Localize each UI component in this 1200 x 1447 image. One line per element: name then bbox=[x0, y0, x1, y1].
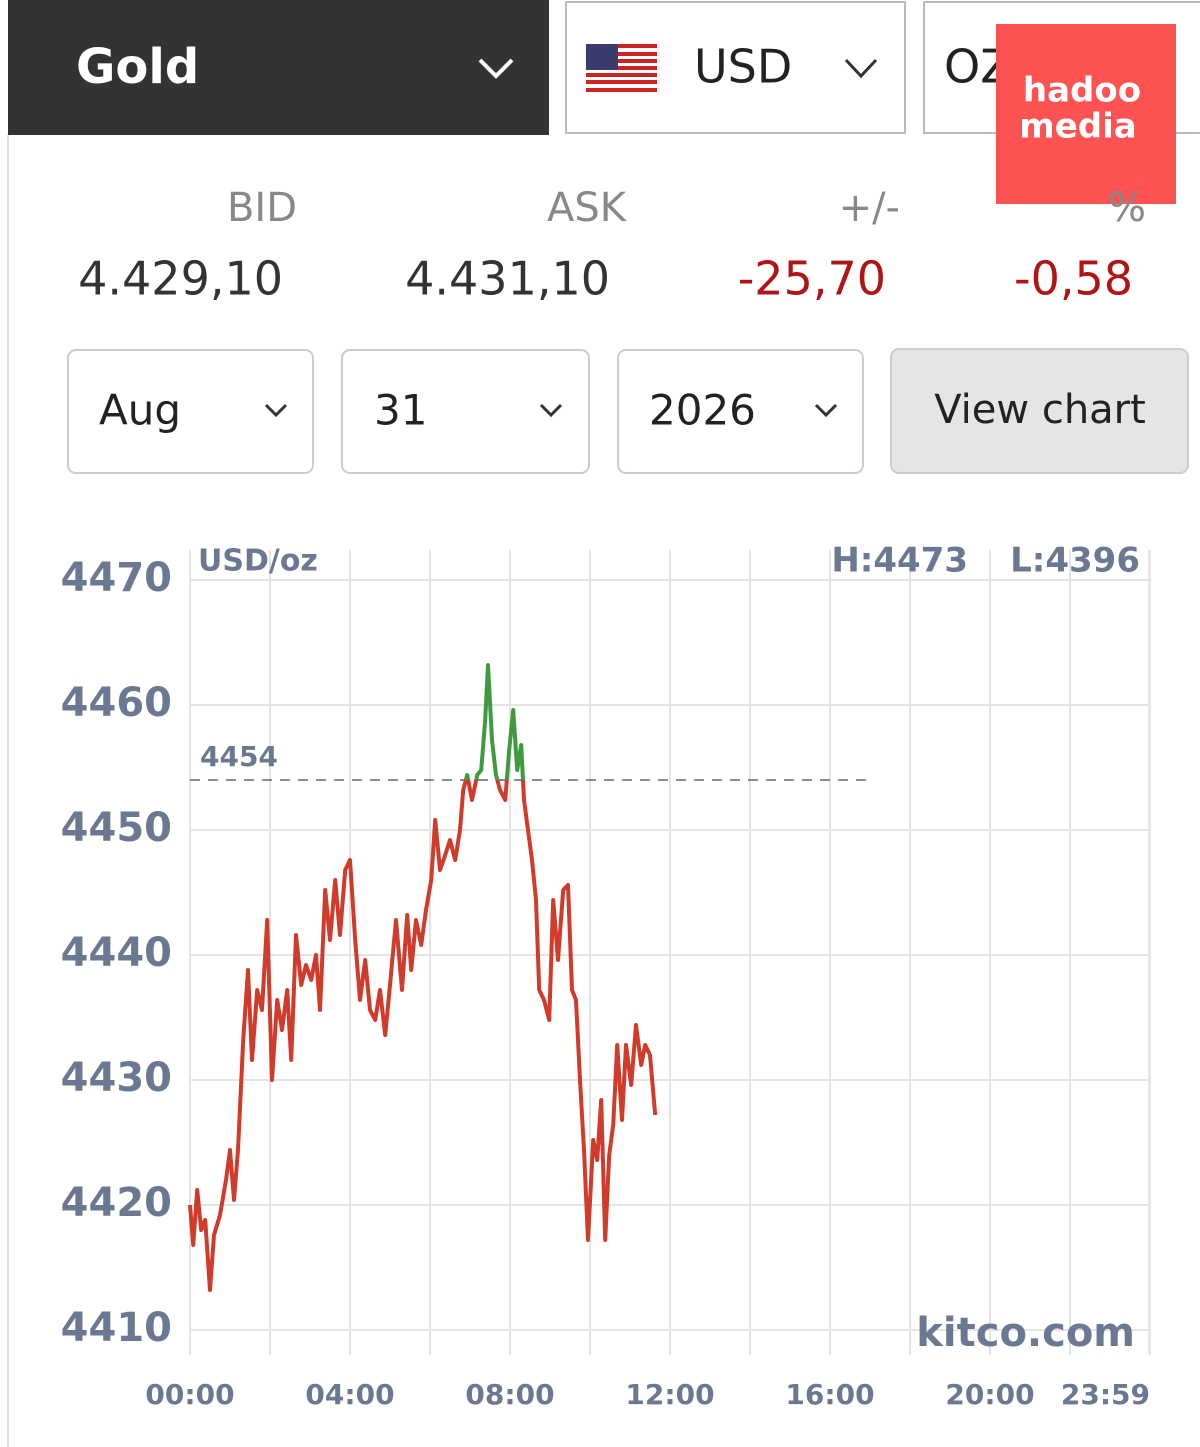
chevron bbox=[814, 403, 838, 418]
x-tick-label: 12:00 bbox=[625, 1378, 714, 1411]
metal-box bbox=[8, 0, 549, 135]
chevron bbox=[539, 403, 563, 418]
quote-header: % bbox=[1108, 185, 1146, 231]
x-tick-label: 20:00 bbox=[945, 1378, 1034, 1411]
source-label: kitco.com bbox=[916, 1310, 1135, 1356]
year-dropdown[interactable]: 2026 bbox=[617, 349, 864, 474]
reference-label: 4454 bbox=[200, 740, 278, 773]
chevron bbox=[844, 58, 878, 79]
currency-label: USD bbox=[694, 40, 792, 94]
quote-header: ASK bbox=[547, 185, 628, 231]
metal-dropdown[interactable]: Gold bbox=[8, 0, 549, 135]
quote-header: BID bbox=[227, 185, 297, 231]
percent-value: -0,58 bbox=[1014, 252, 1133, 306]
high-label: H:4473 bbox=[831, 541, 968, 581]
x-tick-label: 04:00 bbox=[305, 1378, 394, 1411]
view-chart-button[interactable]: View chart bbox=[890, 348, 1189, 474]
month-label: Aug bbox=[99, 386, 181, 435]
y-tick-label: 4410 bbox=[61, 1305, 172, 1351]
change-value: -25,70 bbox=[738, 252, 886, 306]
watermark-text: media bbox=[1019, 107, 1136, 147]
price-line bbox=[188, 663, 658, 1292]
button-label: View chart bbox=[934, 387, 1146, 433]
watermark-text: hadoo bbox=[1023, 71, 1141, 111]
y-tick-label: 4450 bbox=[61, 805, 172, 851]
day-label: 31 bbox=[374, 386, 427, 435]
day-dropdown[interactable]: 31 bbox=[341, 349, 590, 474]
year-box bbox=[617, 349, 864, 474]
quote-header: +/- bbox=[839, 185, 900, 231]
button-box bbox=[890, 348, 1189, 474]
currency-dropdown[interactable]: USD bbox=[565, 1, 906, 134]
x-tick-label: 08:00 bbox=[465, 1378, 554, 1411]
price-chart: 4410 4420 4430 4440 4450 4460 4470 00:00 04:00 08… bbox=[61, 550, 1151, 1411]
month-dropdown[interactable]: Aug bbox=[67, 349, 314, 474]
ask-value: 4.431,10 bbox=[405, 252, 610, 306]
watermark: hadoo media bbox=[996, 24, 1176, 204]
watermark-box bbox=[996, 24, 1176, 204]
month-box bbox=[67, 349, 314, 474]
chevron bbox=[264, 403, 288, 418]
chevron bbox=[478, 58, 514, 79]
us-flag bbox=[586, 44, 657, 92]
x-tick-label: 23:59 bbox=[1061, 1378, 1150, 1411]
y-tick-label: 4440 bbox=[61, 930, 172, 976]
y-tick-label: 4470 bbox=[61, 555, 172, 601]
day-box bbox=[341, 349, 590, 474]
unit-label: USD/oz bbox=[198, 544, 318, 579]
y-tick-label: 4420 bbox=[61, 1180, 172, 1226]
bid-value: 4.429,10 bbox=[78, 252, 283, 306]
low-label: L:4396 bbox=[1010, 541, 1140, 581]
y-tick-label: 4460 bbox=[61, 680, 172, 726]
y-tick-label: 4430 bbox=[61, 1055, 172, 1101]
metal-label: Gold bbox=[76, 39, 199, 95]
x-tick-label: 00:00 bbox=[145, 1378, 234, 1411]
quote-table: BID ASK +/- % 4.429,10 4.431,10 -25,70 -… bbox=[78, 185, 1146, 306]
x-tick-label: 16:00 bbox=[785, 1378, 874, 1411]
year-label: 2026 bbox=[649, 386, 756, 435]
